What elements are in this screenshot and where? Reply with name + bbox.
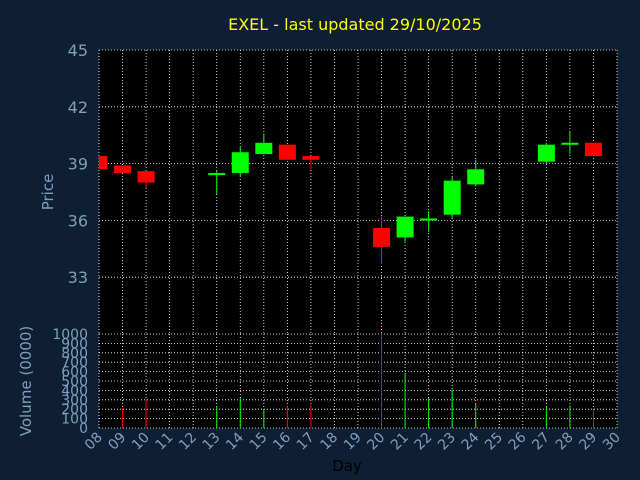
x-tick-label: 22 (412, 430, 436, 454)
price-tick-label: 39 (68, 155, 88, 174)
x-tick-label: 18 (317, 430, 341, 454)
candle-body (302, 156, 320, 160)
candle-body (373, 227, 391, 247)
volume-tick-label: 1000 (52, 327, 88, 343)
x-tick-label: 10 (129, 430, 153, 454)
volume-tick-label: 200 (61, 402, 88, 418)
candle-body (396, 216, 414, 238)
volume-tick-label: 800 (61, 346, 88, 362)
x-axis-label: Day (332, 457, 362, 475)
volume-tick-label: 700 (61, 355, 88, 371)
candle-body (137, 171, 155, 183)
candle-body (561, 142, 579, 145)
candle-body (99, 156, 108, 170)
volume-tick-label: 0 (79, 421, 88, 437)
x-tick-label: 15 (247, 430, 271, 454)
price-grid (98, 49, 618, 334)
candle-body (208, 173, 226, 176)
x-tick-label: 23 (435, 430, 459, 454)
x-tick-label: 12 (176, 430, 200, 454)
x-tick-label: 11 (153, 430, 177, 454)
x-tick-label: 16 (270, 429, 294, 453)
candle-body (420, 218, 438, 221)
x-tick-label: 27 (529, 430, 553, 454)
x-tick-label: 19 (341, 430, 365, 454)
candle-body (467, 169, 485, 185)
x-tick-label: 21 (388, 430, 412, 454)
volume-tick-label: 100 (61, 412, 88, 428)
x-tick-label: 13 (200, 430, 224, 454)
volume-bars (122, 334, 594, 428)
x-tick-label: 14 (223, 429, 247, 453)
volume-tick-label: 400 (61, 383, 88, 399)
candle-body (114, 165, 132, 174)
x-tick-label: 09 (105, 430, 129, 454)
candle-body (255, 142, 273, 155)
price-axis: 33 36 39 42 45 (68, 41, 88, 287)
volume-tick-label: 300 (61, 393, 88, 409)
price-axis-label: Price (39, 174, 57, 211)
price-tick-label: 45 (68, 41, 88, 60)
x-tick-label: 28 (553, 430, 577, 454)
price-tick-label: 36 (68, 211, 88, 230)
price-tick-label: 33 (68, 268, 88, 287)
x-tick-label: 30 (600, 430, 624, 454)
candle-body (584, 142, 602, 157)
volume-axis-label: Volume (0000) (17, 326, 35, 436)
x-tick-label: 29 (576, 430, 600, 454)
volume-tick-label: 900 (61, 336, 88, 352)
price-tick-label: 42 (68, 98, 88, 117)
candles (99, 131, 602, 264)
x-tick-label: 26 (506, 429, 530, 453)
x-tick-label: 25 (482, 430, 506, 454)
volume-tick-label: 600 (61, 365, 88, 381)
chart-title: EXEL - last updated 29/10/2025 (228, 15, 482, 34)
x-tick-label: 17 (294, 430, 318, 454)
x-tick-label: 24 (459, 429, 483, 453)
candle-body (537, 144, 555, 162)
candle-body (443, 180, 461, 215)
day-axis: 08 09 10 11 12 13 14 15 16 17 18 19 20 21 22 23 24 25 26 27… (82, 429, 624, 453)
volume-tick-label: 500 (61, 374, 88, 390)
x-tick-label: 20 (364, 430, 388, 454)
candle-body (278, 144, 296, 160)
candle-body (231, 152, 249, 174)
